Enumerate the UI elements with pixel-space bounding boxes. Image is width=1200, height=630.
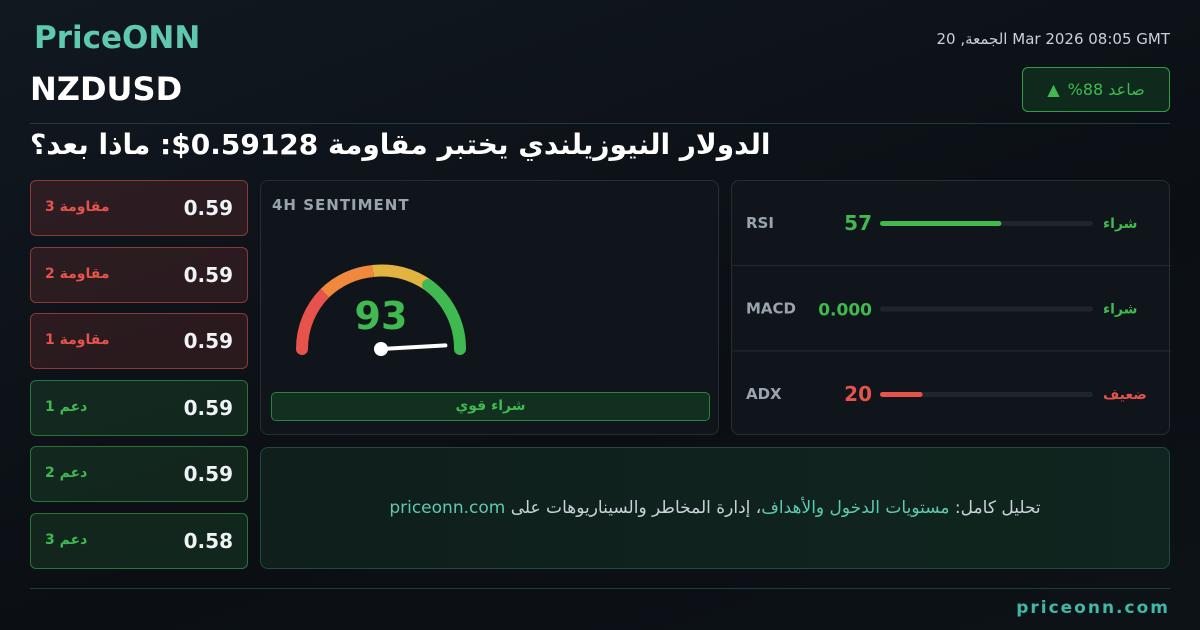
divider: [30, 123, 1170, 124]
gauge: 93: [295, 264, 467, 356]
badge-text: صاعد 88%: [1067, 80, 1145, 99]
indicator-value: 57: [844, 211, 872, 235]
indicator-signal: شراء: [1103, 216, 1137, 232]
cta-panel: تحليل كامل: مستويات الدخول والأهداف، إدا…: [260, 447, 1170, 569]
indicator-signal: شراء: [1103, 302, 1137, 318]
level-label: دعم 2: [45, 465, 88, 482]
level-value: 0.58: [183, 529, 233, 553]
level-value: 0.59: [183, 329, 233, 354]
indicator-name: MACD: [746, 300, 796, 318]
symbol: NZDUSD: [30, 70, 183, 108]
cta-part: تحليل كامل:: [949, 498, 1041, 518]
bar-track: [880, 392, 1093, 397]
indicator-value: 0.000: [818, 301, 872, 321]
needle-hub: [374, 342, 388, 356]
cta-link[interactable]: priceonn.com: [389, 498, 506, 518]
divider: [30, 588, 1170, 589]
indicator-bar: [880, 392, 923, 397]
level-value: 0.59: [183, 462, 233, 487]
score: 93: [355, 294, 408, 338]
indicator-name: RSI: [746, 214, 774, 232]
level-label: مقاومة 2: [45, 265, 110, 282]
level-box: مقاومة 1 0.59: [30, 313, 248, 370]
level-label: دعم 1: [45, 398, 88, 415]
sentiment-panel: 4H SENTIMENT 93 شراء قوي: [260, 180, 719, 435]
indicators: RSI 57 شراء MACD 0.000 شراء ADX 20 ضعيف: [732, 211, 1171, 406]
indicator-bar: [880, 221, 1002, 226]
bar-track: [880, 306, 1093, 312]
trend-badge: ▲ صاعد 88%: [1022, 67, 1170, 112]
level-box: دعم 2 0.59: [30, 446, 248, 503]
level-box: مقاومة 2 0.59: [30, 246, 248, 303]
level-value: 0.59: [183, 395, 233, 420]
gauge-arc: [372, 264, 432, 291]
indicator-value: 20: [844, 382, 872, 406]
gauge-arc: [320, 265, 374, 298]
cta-highlight: مستويات الدخول والأهداف: [761, 498, 950, 518]
level-label: دعم 3: [45, 532, 88, 548]
indicators-panel: RSI 57 شراء MACD 0.000 شراء ADX 20 ضعيف: [731, 180, 1171, 435]
gauge-arc: [422, 279, 467, 355]
level-value: 0.59: [183, 262, 233, 287]
sentiment-label: شراء قوي: [271, 392, 710, 421]
level-value: 0.59: [183, 196, 233, 220]
cta-part: ، إدارة المخاطر والسيناريوهات على: [505, 498, 762, 518]
timestamp: الجمعة, 20 Mar 2026 08:05 GMT: [936, 30, 1170, 48]
level-label: مقاومة 1: [45, 332, 110, 349]
footer-link[interactable]: priceonn.com: [1016, 598, 1170, 618]
indicator-name: ADX: [746, 385, 782, 403]
level-label: مقاومة 3: [45, 199, 110, 215]
needle: [379, 343, 448, 351]
cta-text: تحليل كامل: مستويات الدخول والأهداف، إدا…: [261, 498, 1169, 518]
indicator-signal: ضعيف: [1103, 387, 1147, 403]
arrow-icon: ▲: [1047, 80, 1060, 99]
level-box: مقاومة 3 0.59: [30, 180, 248, 236]
headline: الدولار النيوزيلندي يختبر مقاومة 0.59128…: [30, 128, 771, 161]
sentiment-title: 4H SENTIMENT: [272, 196, 410, 214]
gauge-arc: [295, 287, 331, 355]
logo: PriceONN: [34, 20, 201, 56]
level-box: دعم 3 0.58: [30, 513, 248, 569]
level-box: دعم 1 0.59: [30, 379, 248, 436]
